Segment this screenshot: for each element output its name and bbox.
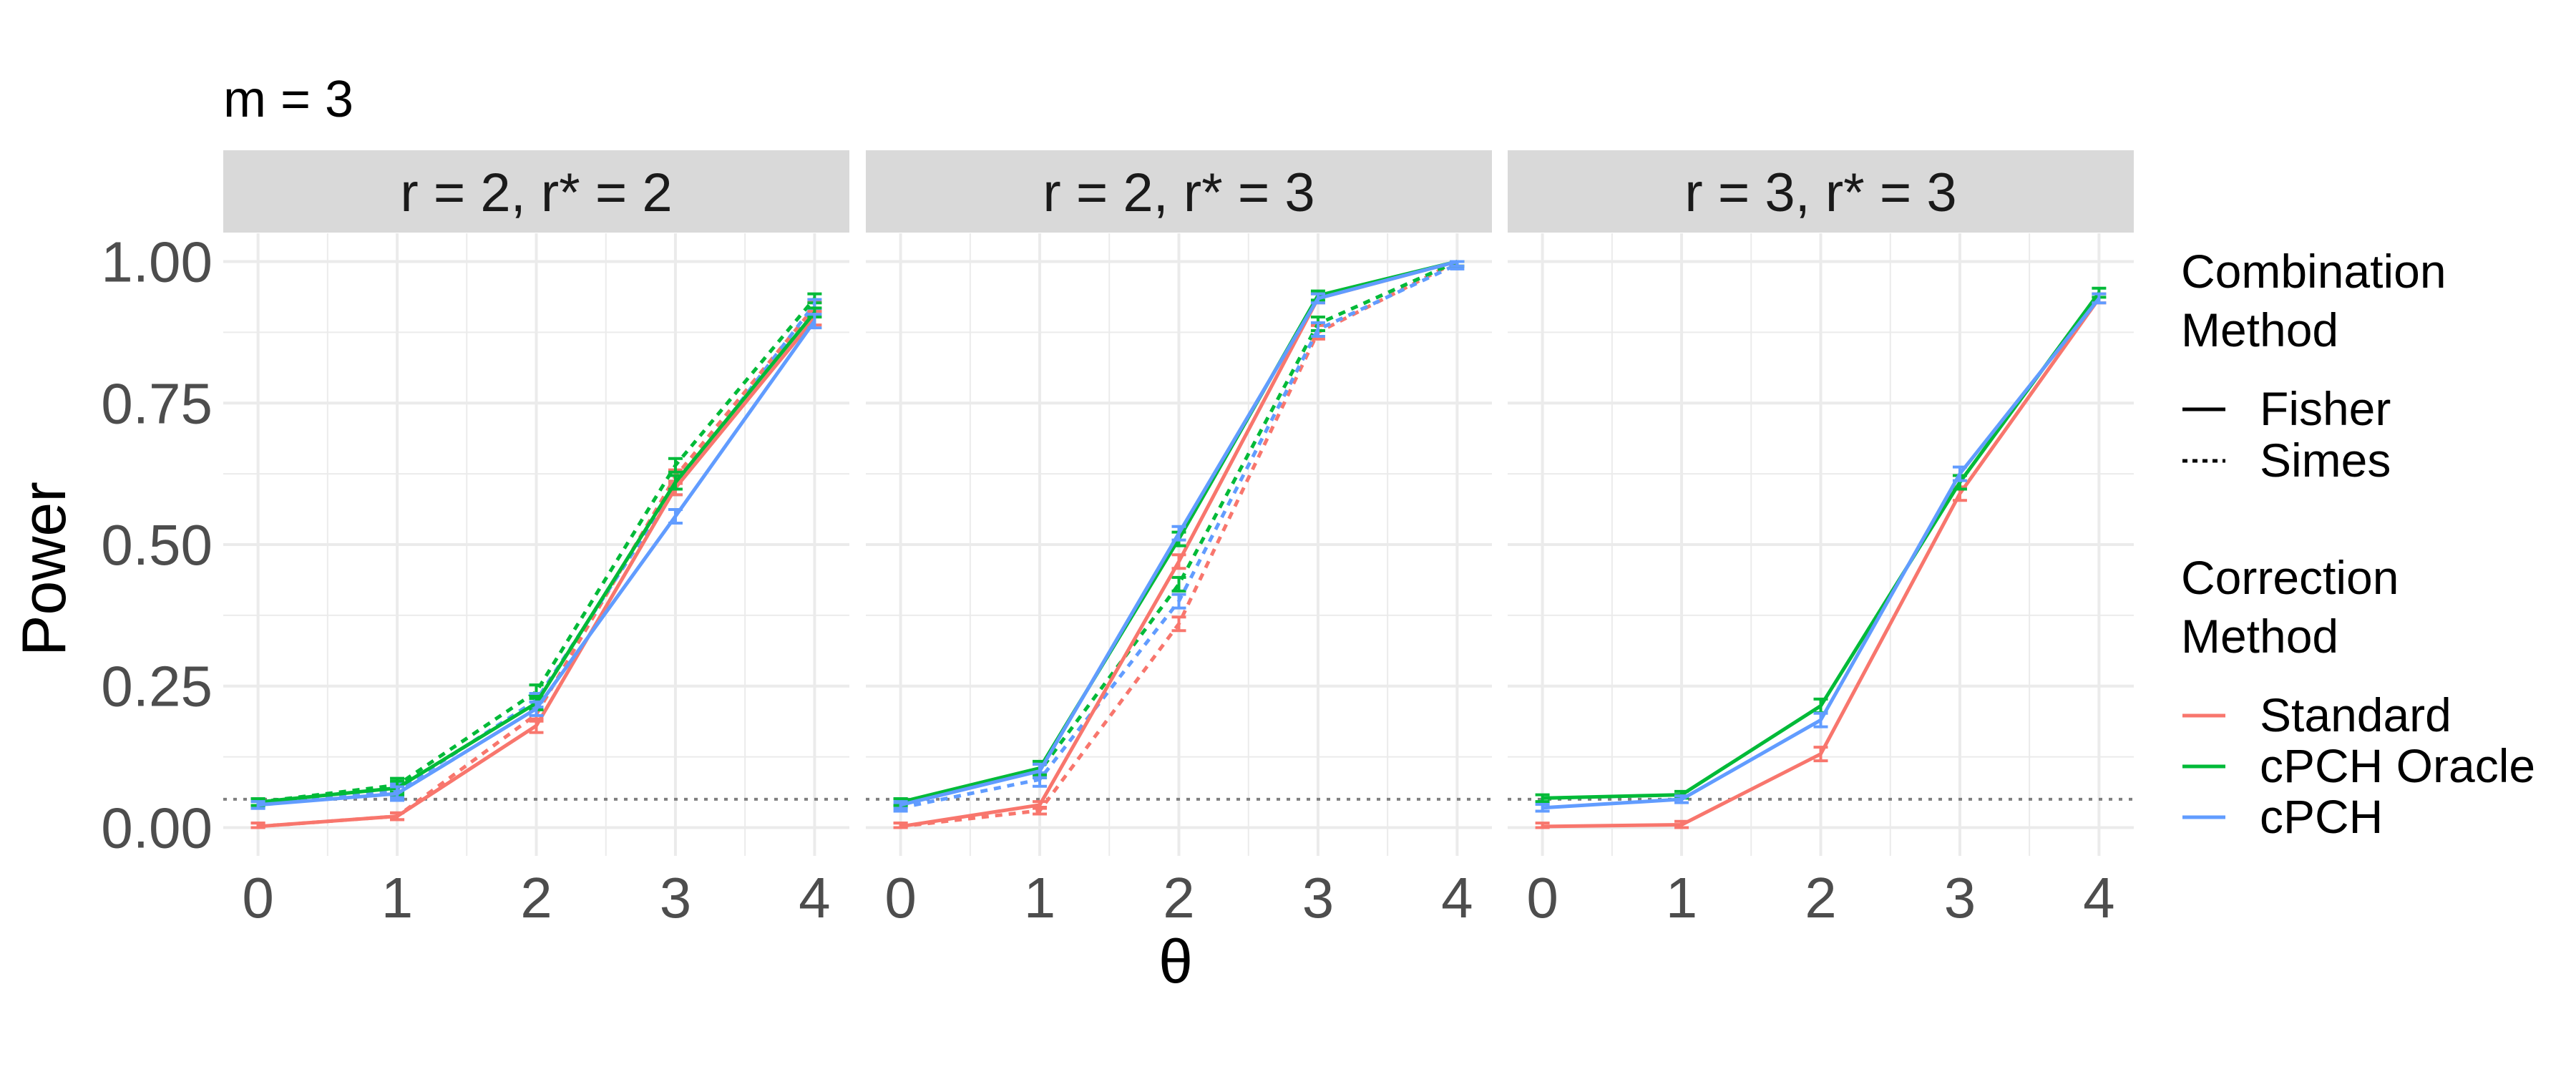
series-line bbox=[900, 260, 1458, 804]
y-tick-label: 0.00 bbox=[101, 796, 213, 859]
legend-entry-label: Simes bbox=[2260, 434, 2391, 487]
facet-strip-label: r = 2, r* = 2 bbox=[400, 162, 672, 223]
facet-panel: r = 2, r* = 3 0 1 2 3 4 bbox=[866, 150, 1492, 930]
facet-panel: r = 3, r* = 3 0 1 2 3 4 bbox=[1508, 150, 2134, 930]
y-tick-label: 0.25 bbox=[101, 655, 213, 718]
facet-panel: r = 2, r* = 2 0 1 2 3 4 bbox=[223, 150, 849, 930]
figure-title: m = 3 bbox=[223, 71, 353, 128]
panels-layer: 0.000.250.500.751.00r = 2, r* = 20 1 2 3 4r … bbox=[101, 150, 2134, 930]
x-tick-label: 0 bbox=[1526, 866, 1558, 930]
y-axis-label: Power bbox=[10, 482, 79, 656]
y-tick-label: 0.75 bbox=[101, 371, 213, 435]
x-tick-label: 3 bbox=[1302, 866, 1335, 930]
x-tick-label: 0 bbox=[884, 866, 917, 930]
x-tick-label: 4 bbox=[799, 866, 831, 930]
legend-color-title-line1: Correction bbox=[2181, 551, 2399, 604]
legend-entry-label: cPCH Oracle bbox=[2260, 739, 2535, 792]
x-axis-label: θ bbox=[1158, 927, 1193, 996]
facet-strip bbox=[223, 150, 849, 233]
legend-entry-label: Fisher bbox=[2260, 382, 2391, 435]
y-tick-label: 1.00 bbox=[101, 230, 213, 294]
facet-strip bbox=[866, 150, 1492, 233]
x-tick-label: 4 bbox=[1441, 866, 1473, 930]
legend-entry-label: cPCH bbox=[2260, 790, 2383, 843]
facet-strip-label: r = 2, r* = 3 bbox=[1043, 162, 1314, 223]
legend-linetype-title-line2: Method bbox=[2181, 303, 2338, 356]
x-tick-label: 2 bbox=[1805, 866, 1837, 930]
x-tick-label: 0 bbox=[242, 866, 274, 930]
legend-linetype-title-line1: Combination bbox=[2181, 245, 2446, 298]
facet-strip-label: r = 3, r* = 3 bbox=[1684, 162, 1956, 223]
x-tick-label: 2 bbox=[1163, 866, 1195, 930]
facet-strip bbox=[1508, 150, 2134, 233]
x-tick-label: 2 bbox=[520, 866, 552, 930]
legend-entry-label: Standard bbox=[2260, 688, 2451, 741]
series-line bbox=[258, 297, 816, 804]
x-tick-label: 1 bbox=[1024, 866, 1056, 930]
x-tick-label: 4 bbox=[2083, 866, 2115, 930]
x-tick-label: 3 bbox=[660, 866, 692, 930]
x-tick-label: 3 bbox=[1944, 866, 1976, 930]
x-tick-label: 1 bbox=[1666, 866, 1698, 930]
y-tick-label: 0.50 bbox=[101, 513, 213, 577]
x-tick-label: 1 bbox=[381, 866, 414, 930]
legend-color-title-line2: Method bbox=[2181, 610, 2338, 663]
